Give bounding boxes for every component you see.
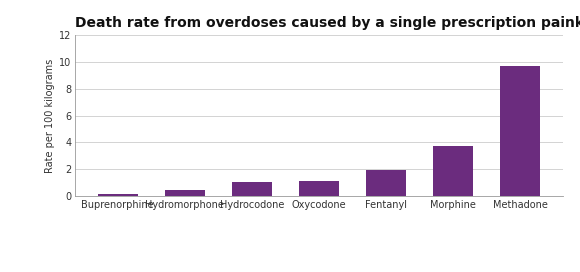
Bar (366, 171, 406, 196)
Bar (165, 190, 205, 196)
Bar (500, 66, 541, 196)
Bar (97, 194, 138, 196)
Bar (299, 181, 339, 196)
Text: Death rate from overdoses caused by a single prescription painkiller: Death rate from overdoses caused by a si… (75, 16, 580, 30)
Bar (232, 183, 272, 196)
Y-axis label: Rate per 100 kilograms: Rate per 100 kilograms (45, 58, 55, 173)
Bar (433, 146, 473, 196)
